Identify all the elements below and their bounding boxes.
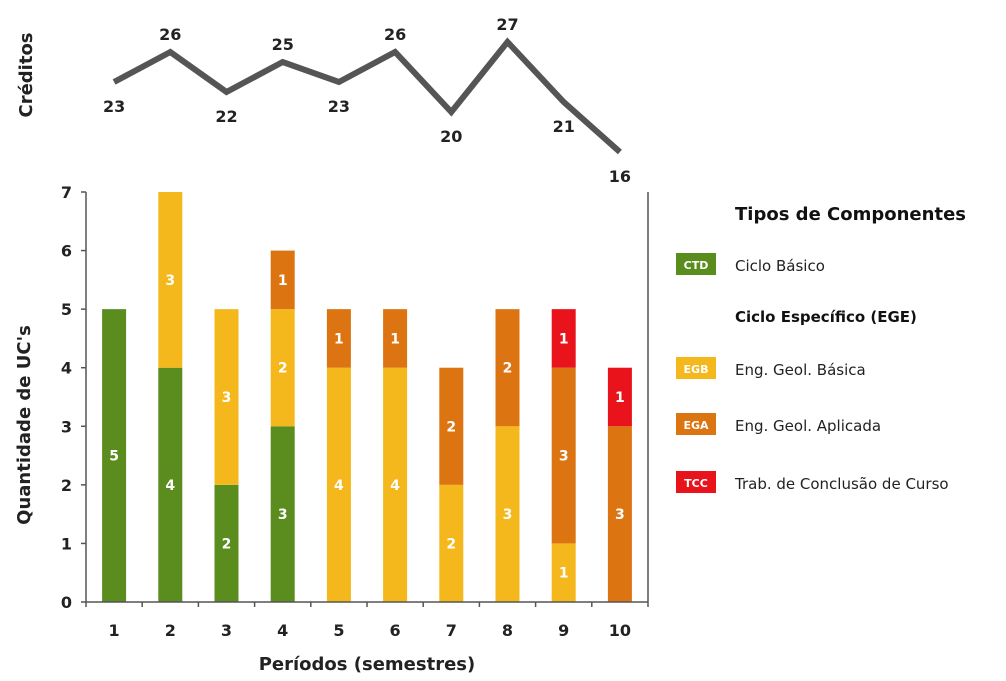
x-tick-label: 5 [333,621,344,640]
bar-segment [383,309,408,368]
credits-line-chart: Créditos 23 26 22 25 23 26 20 27 21 16 [16,15,631,186]
bar-value-label: 4 [334,478,344,494]
bar-value-label: 2 [446,419,456,435]
x-tick-label: 7 [446,621,457,640]
y-tick-label: 0 [61,593,72,612]
bar-value-label: 2 [503,361,513,377]
y-tick-label: 4 [61,359,72,378]
legend-swatch [676,471,716,493]
bar-segment [383,367,408,602]
bar-value-label: 2 [222,536,232,552]
bar-value-label: 3 [559,449,569,465]
legend-code-label: EGB [684,363,709,376]
legend-swatch [676,357,716,379]
x-tick-label: 10 [609,621,631,640]
bar-segment [495,426,520,602]
bar-value-label: 1 [278,273,288,289]
bar-value-label: 4 [165,478,175,494]
bar-segment [270,309,295,427]
credit-value-label: 26 [159,25,181,44]
x-tick-label: 8 [502,621,513,640]
bar-value-label: 3 [615,507,625,523]
bar-segment [214,484,239,602]
legend-code-label: TCC [684,477,708,490]
legend-item-label: Trab. de Conclusão de Curso [734,475,949,493]
bar-segment [326,309,351,368]
bar-segment [551,309,576,368]
legend-item-label: Eng. Geol. Básica [735,361,866,379]
credit-value-label: 27 [496,15,518,34]
bar-value-label: 1 [559,566,569,582]
x-tick-label: 6 [390,621,401,640]
bar-segment [326,367,351,602]
credit-value-label: 20 [440,127,462,146]
y-axis-label: Quantidade de UC's [14,325,35,525]
credit-value-label: 21 [553,117,575,136]
legend: Tipos de Componentes Ciclo Específico (E… [676,204,966,493]
bar-value-label: 2 [446,536,456,552]
credit-value-label: 22 [215,107,237,126]
x-axis-label: Períodos (semestres) [259,654,476,675]
bar-segment [607,367,632,427]
credits-axis-label: Créditos [16,32,37,117]
bar-value-label: 3 [278,507,288,523]
legend-item-label: Eng. Geol. Aplicada [735,417,881,435]
bar-segment [439,484,464,602]
bar-segment [102,309,127,602]
bar-segment [270,426,295,602]
bar-value-label: 1 [334,331,344,347]
bar-segment [158,367,183,602]
legend-swatch [676,253,716,275]
bar-value-label: 1 [390,331,400,347]
bar-segment [439,367,464,485]
y-tick-label: 5 [61,300,72,319]
bar-segment [270,250,295,310]
credit-value-label: 26 [384,25,406,44]
credit-value-label: 25 [272,35,294,54]
y-tick-label: 1 [61,534,72,553]
x-tick-label: 9 [558,621,569,640]
bar-segment [158,192,183,368]
x-tick-label: 3 [221,621,232,640]
credit-value-label: 23 [103,97,125,116]
bar-segment [607,426,632,602]
credits-line [112,37,622,155]
bar-value-label: 5 [109,449,119,465]
bar-value-label: 3 [222,390,232,406]
credit-value-label: 23 [328,97,350,116]
bar-value-label: 2 [278,361,288,377]
bar-value-label: 1 [615,390,625,406]
bar-segment [214,309,239,485]
bar-value-label: 1 [559,331,569,347]
bar-value-label: 3 [165,273,175,289]
x-tick-label: 1 [109,621,120,640]
bar-segment [495,309,520,427]
bar-segment [551,367,576,544]
legend-item-label: Ciclo Básico [735,257,825,275]
credit-value-label: 16 [609,167,631,186]
y-tick-label: 6 [61,242,72,261]
y-tick-label: 2 [61,476,72,495]
bar-value-label: 4 [390,478,400,494]
y-tick-label: 7 [61,183,72,202]
legend-code-label: EGA [683,419,709,432]
x-tick-label: 4 [277,621,288,640]
x-tick-label: 2 [165,621,176,640]
bar-value-label: 3 [503,507,513,523]
legend-code-label: CTD [684,259,709,272]
bar-segment [551,543,576,602]
stacked-bar-chart: 5 4 3 2 3 3 2 1 4 1 4 1 2 2 3 2 1 3 1 3 1 0 1 2 3 4 5 6 7 1 2 3 4 5 6 7 8 9 1… [14,183,649,675]
y-tick-label: 3 [61,417,72,436]
legend-swatch [676,413,716,435]
legend-subtitle: Ciclo Específico (EGE) [735,308,917,326]
legend-title: Tipos de Componentes [735,204,966,225]
